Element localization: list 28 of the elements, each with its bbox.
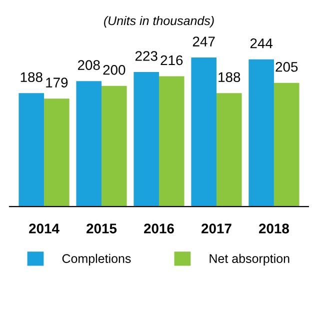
bar (18, 93, 44, 207)
data-label: 188 (218, 72, 240, 82)
data-label: 223 (135, 51, 158, 61)
legend-label: Completions (62, 254, 131, 266)
bar (248, 59, 274, 207)
chart-subtitle: (Units in thousands) (104, 16, 214, 28)
data-label: 200 (103, 64, 126, 75)
x-tick-label: 2018 (259, 224, 289, 234)
data-label: 208 (78, 60, 100, 70)
data-label: 188 (20, 72, 42, 82)
bar (134, 72, 159, 207)
bar (159, 76, 184, 207)
x-tick-label: 2014 (29, 224, 60, 234)
data-label: 244 (250, 38, 273, 48)
data-label: 205 (276, 62, 298, 72)
data-label: 216 (160, 55, 183, 66)
data-label: 247 (192, 36, 215, 46)
bar (76, 81, 102, 207)
bar (191, 58, 216, 207)
data-label: 179 (46, 78, 68, 88)
x-tick-label: 2016 (144, 224, 174, 234)
x-tick-label: 2015 (86, 224, 117, 234)
x-tick-label: 2017 (202, 224, 232, 234)
bar (44, 98, 70, 207)
bar (102, 86, 127, 207)
legend-label: Net absorption (210, 254, 290, 266)
bar (216, 93, 242, 207)
bar (274, 82, 300, 207)
